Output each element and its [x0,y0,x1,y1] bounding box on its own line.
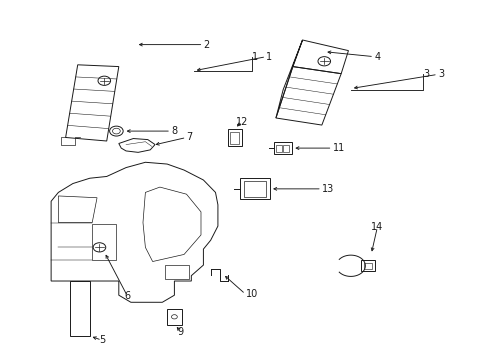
Text: 1: 1 [265,51,272,62]
Text: 8: 8 [171,126,177,136]
Text: 3: 3 [437,69,443,79]
Text: 9: 9 [177,327,183,337]
Bar [70,281,90,336]
Bar [164,265,188,279]
Text: 12: 12 [235,117,248,126]
Bar [283,145,288,152]
Text: 14: 14 [370,222,383,232]
Text: 2: 2 [203,40,209,50]
Text: 4: 4 [373,51,379,62]
Bar [239,178,269,199]
Text: 13: 13 [321,184,333,194]
Bar [275,145,281,152]
Text: 7: 7 [186,132,192,143]
Text: 10: 10 [245,289,257,299]
Text: 6: 6 [124,291,130,301]
Bar [361,260,374,271]
Text: 5: 5 [99,335,105,345]
Bar [273,143,291,154]
Bar [167,309,181,325]
Bar [227,129,242,146]
Text: 11: 11 [332,143,344,153]
Text: 3: 3 [423,69,428,79]
Bar [364,262,371,269]
Text: 1: 1 [251,51,257,62]
Bar [243,181,265,197]
Bar [230,132,239,144]
